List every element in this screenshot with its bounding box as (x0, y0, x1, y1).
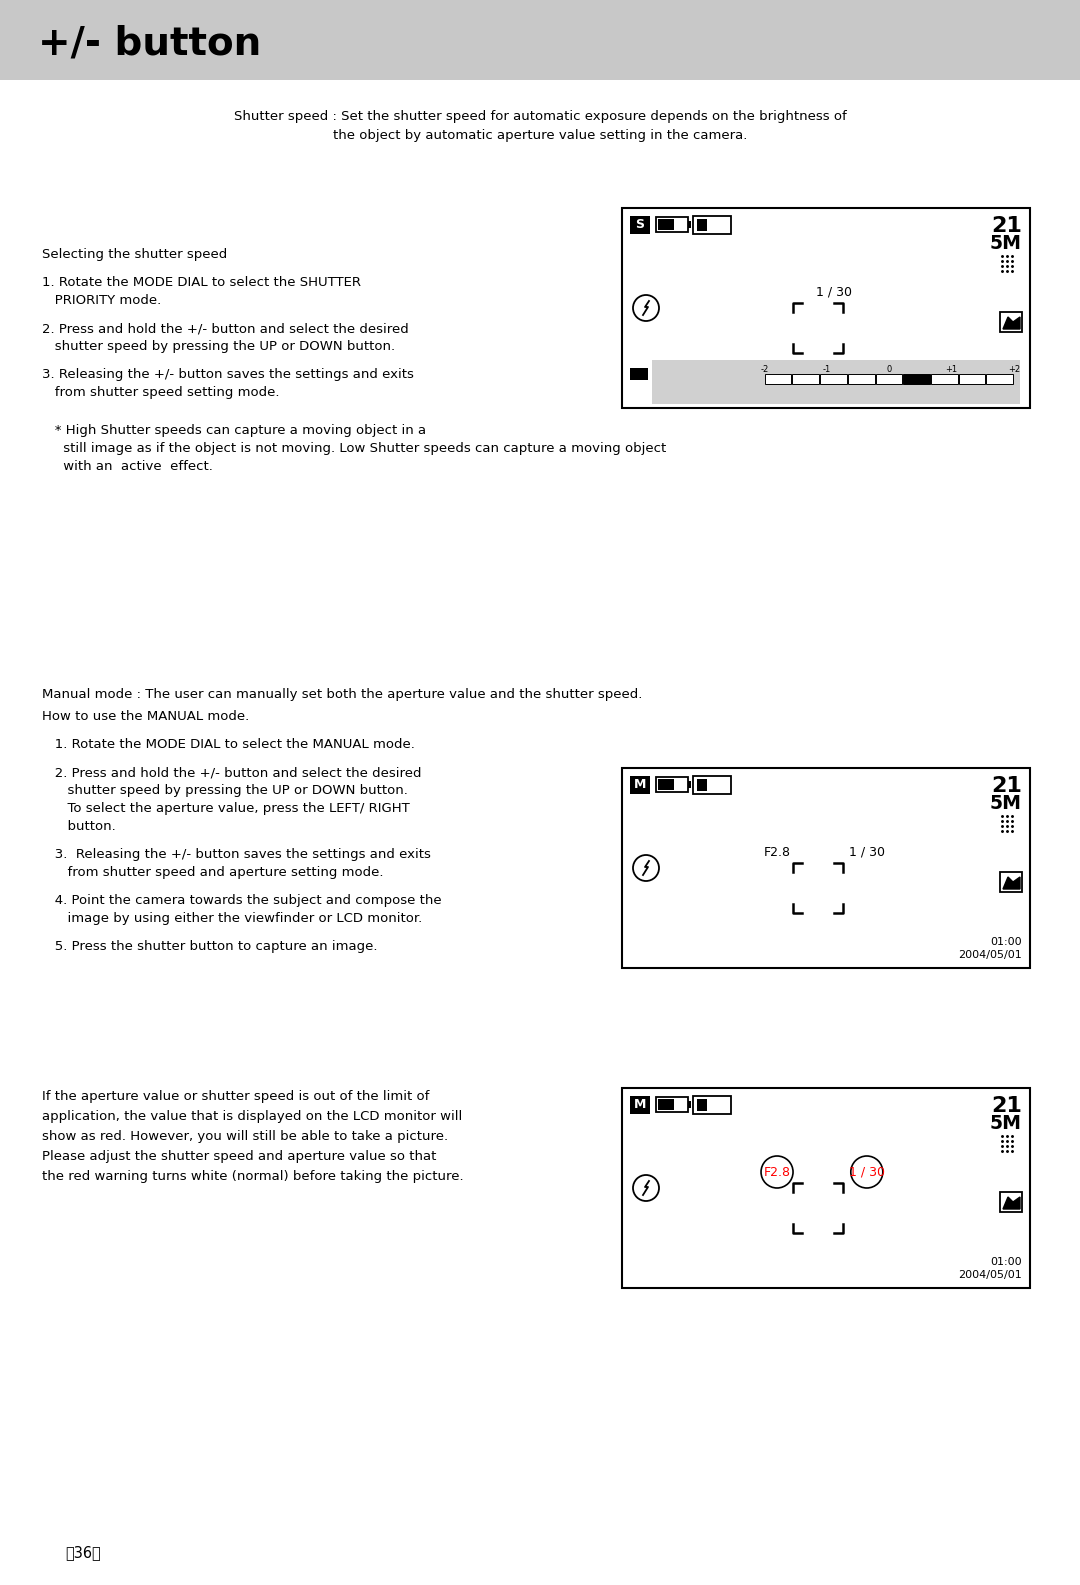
Text: 2. Press and hold the +/- button and select the desired: 2. Press and hold the +/- button and sel… (42, 766, 421, 778)
Text: the red warning turns white (normal) before taking the picture.: the red warning turns white (normal) bef… (42, 1170, 463, 1182)
Text: To select the aperture value, press the LEFT/ RIGHT: To select the aperture value, press the … (42, 802, 409, 815)
Text: from shutter speed and aperture setting mode.: from shutter speed and aperture setting … (42, 865, 383, 880)
Bar (656, 217, 688, 231)
Bar (876, 374, 902, 384)
Bar (697, 1098, 707, 1111)
Bar (931, 374, 958, 384)
Text: 2. Press and hold the +/- button and select the desired: 2. Press and hold the +/- button and sel… (42, 322, 408, 334)
Circle shape (851, 1155, 882, 1189)
Bar (1000, 872, 1022, 892)
Text: shutter speed by pressing the UP or DOWN button.: shutter speed by pressing the UP or DOWN… (42, 785, 408, 797)
Text: * High Shutter speeds can capture a moving object in a: * High Shutter speeds can capture a movi… (42, 425, 427, 437)
Bar (959, 374, 985, 384)
Bar (986, 374, 1013, 384)
Text: image by using either the viewfinder or LCD monitor.: image by using either the viewfinder or … (42, 911, 422, 926)
Text: 01:00
2004/05/01: 01:00 2004/05/01 (958, 937, 1022, 961)
Text: 01:00
2004/05/01: 01:00 2004/05/01 (958, 1257, 1022, 1281)
Bar (630, 216, 650, 235)
Text: from shutter speed setting mode.: from shutter speed setting mode. (42, 387, 280, 399)
Text: button.: button. (42, 819, 116, 834)
Bar (622, 1087, 1030, 1289)
Text: If the aperture value or shutter speed is out of the limit of: If the aperture value or shutter speed i… (42, 1090, 430, 1103)
Text: 1 / 30: 1 / 30 (816, 285, 852, 298)
Text: application, the value that is displayed on the LCD monitor will: application, the value that is displayed… (42, 1110, 462, 1124)
Text: 5M: 5M (990, 235, 1022, 254)
Text: 5. Press the shutter button to capture an image.: 5. Press the shutter button to capture a… (42, 940, 378, 953)
Bar (688, 220, 691, 228)
Text: 3. Releasing the +/- button saves the settings and exits: 3. Releasing the +/- button saves the se… (42, 368, 414, 380)
Text: 21: 21 (991, 1095, 1022, 1116)
Text: 〆36〇: 〆36〇 (65, 1545, 100, 1560)
Bar (903, 374, 930, 384)
Bar (697, 219, 707, 231)
Bar (688, 1102, 691, 1108)
Text: 3.  Releasing the +/- button saves the settings and exits: 3. Releasing the +/- button saves the se… (42, 848, 431, 861)
Text: +1: +1 (946, 365, 958, 374)
Text: -1: -1 (823, 365, 832, 374)
Bar (622, 208, 1030, 407)
Bar (656, 777, 688, 792)
Bar (820, 374, 847, 384)
Bar (765, 374, 792, 384)
Bar (0, 0, 1080, 79)
Bar (658, 219, 674, 230)
Bar (1000, 312, 1022, 331)
Bar (793, 374, 819, 384)
Text: S: S (635, 219, 645, 231)
Bar (693, 777, 731, 794)
Text: shutter speed by pressing the UP or DOWN button.: shutter speed by pressing the UP or DOWN… (42, 341, 395, 353)
Text: Selecting the shutter speed: Selecting the shutter speed (42, 247, 227, 262)
Text: with an  active  effect.: with an active effect. (42, 460, 213, 472)
Text: 21: 21 (991, 777, 1022, 796)
Bar (656, 1097, 688, 1113)
Bar (630, 1095, 650, 1114)
Circle shape (761, 1155, 793, 1189)
Text: still image as if the object is not moving. Low Shutter speeds can capture a mov: still image as if the object is not movi… (42, 442, 666, 455)
Text: Please adjust the shutter speed and aperture value so that: Please adjust the shutter speed and aper… (42, 1151, 436, 1163)
Bar (697, 778, 707, 791)
Bar (688, 781, 691, 788)
Text: 1 / 30: 1 / 30 (849, 845, 885, 859)
Text: M: M (634, 778, 646, 791)
Text: 1. Rotate the MODE DIAL to select the SHUTTER: 1. Rotate the MODE DIAL to select the SH… (42, 276, 361, 288)
Text: 21: 21 (991, 216, 1022, 236)
Bar (848, 374, 875, 384)
Text: F2.8: F2.8 (764, 1165, 791, 1179)
Bar (630, 777, 650, 794)
Polygon shape (1003, 1197, 1020, 1209)
Text: 5M: 5M (990, 1114, 1022, 1133)
Text: 1 / 30: 1 / 30 (849, 1165, 885, 1179)
Text: +/- button: +/- button (38, 25, 261, 63)
Text: 0: 0 (887, 365, 892, 374)
Polygon shape (1003, 877, 1020, 889)
Bar (652, 360, 1020, 404)
Text: How to use the MANUAL mode.: How to use the MANUAL mode. (42, 710, 249, 723)
Bar (658, 778, 674, 789)
Bar (630, 368, 648, 380)
Text: F2.8: F2.8 (764, 845, 791, 859)
Text: 4. Point the camera towards the subject and compose the: 4. Point the camera towards the subject … (42, 894, 442, 907)
Bar (658, 1098, 674, 1110)
Text: -2: -2 (760, 365, 769, 374)
Text: 5M: 5M (990, 794, 1022, 813)
Text: M: M (634, 1098, 646, 1111)
Bar (693, 216, 731, 235)
Text: +2: +2 (1008, 365, 1021, 374)
Text: 1. Rotate the MODE DIAL to select the MANUAL mode.: 1. Rotate the MODE DIAL to select the MA… (42, 739, 415, 751)
Circle shape (633, 1174, 659, 1201)
Polygon shape (1003, 317, 1020, 330)
Text: PRIORITY mode.: PRIORITY mode. (42, 293, 161, 307)
Bar (622, 769, 1030, 968)
Text: Manual mode : The user can manually set both the aperture value and the shutter : Manual mode : The user can manually set … (42, 688, 643, 701)
Bar (693, 1095, 731, 1114)
Text: Shutter speed : Set the shutter speed for automatic exposure depends on the brig: Shutter speed : Set the shutter speed fo… (233, 109, 847, 143)
Text: show as red. However, you will still be able to take a picture.: show as red. However, you will still be … (42, 1130, 448, 1143)
Circle shape (633, 854, 659, 881)
Bar (1000, 1192, 1022, 1213)
Circle shape (633, 295, 659, 322)
